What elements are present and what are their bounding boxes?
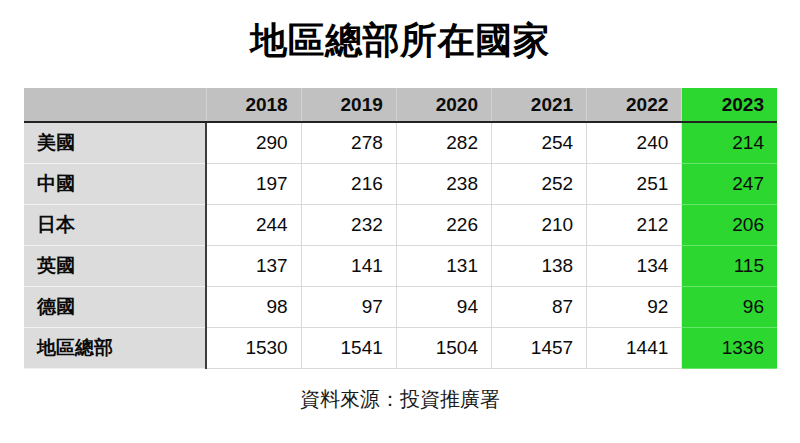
table-row: 日本 244 232 226 210 212 206 xyxy=(24,205,777,246)
table-cell: 197 xyxy=(206,164,301,205)
col-header-2019: 2019 xyxy=(301,88,396,122)
table-cell-highlight: 1336 xyxy=(682,328,777,369)
table-cell: 87 xyxy=(491,287,586,328)
col-header-2021: 2021 xyxy=(491,88,586,122)
row-label-china: 中國 xyxy=(24,164,206,205)
col-header-2023-highlight: 2023 xyxy=(682,88,777,122)
row-label-total: 地區總部 xyxy=(24,328,206,369)
header-row: 2018 2019 2020 2021 2022 2023 xyxy=(24,88,777,122)
table-cell: 278 xyxy=(301,122,396,164)
col-header-2022: 2022 xyxy=(587,88,682,122)
table-cell: 251 xyxy=(587,164,682,205)
table-cell: 134 xyxy=(587,246,682,287)
table-row: 中國 197 216 238 252 251 247 xyxy=(24,164,777,205)
table-cell: 131 xyxy=(396,246,491,287)
table-cell: 216 xyxy=(301,164,396,205)
table-cell: 94 xyxy=(396,287,491,328)
source-note: 資料來源：投資推廣署 xyxy=(0,386,800,413)
table-row: 地區總部 1530 1541 1504 1457 1441 1336 xyxy=(24,328,777,369)
table-cell: 1530 xyxy=(206,328,301,369)
table-cell: 232 xyxy=(301,205,396,246)
table-cell-highlight: 214 xyxy=(682,122,777,164)
table-cell: 290 xyxy=(206,122,301,164)
table-row: 美國 290 278 282 254 240 214 xyxy=(24,122,777,164)
table-cell-highlight: 247 xyxy=(682,164,777,205)
table-cell: 97 xyxy=(301,287,396,328)
row-label-germany: 德國 xyxy=(24,287,206,328)
table-cell: 1504 xyxy=(396,328,491,369)
col-header-2020: 2020 xyxy=(396,88,491,122)
table-cell: 1441 xyxy=(587,328,682,369)
page-title: 地區總部所在國家 xyxy=(0,0,800,66)
table-cell: 212 xyxy=(587,205,682,246)
col-header-2018: 2018 xyxy=(206,88,301,122)
table-cell: 92 xyxy=(587,287,682,328)
table-cell: 138 xyxy=(491,246,586,287)
table-cell: 226 xyxy=(396,205,491,246)
table-cell: 282 xyxy=(396,122,491,164)
table-cell-highlight: 206 xyxy=(682,205,777,246)
table-row: 英國 137 141 131 138 134 115 xyxy=(24,246,777,287)
table-cell: 141 xyxy=(301,246,396,287)
table-cell: 210 xyxy=(491,205,586,246)
table-cell: 254 xyxy=(491,122,586,164)
table-cell: 240 xyxy=(587,122,682,164)
table-cell-highlight: 96 xyxy=(682,287,777,328)
table-row: 德國 98 97 94 87 92 96 xyxy=(24,287,777,328)
table-cell: 252 xyxy=(491,164,586,205)
regional-hq-table: 2018 2019 2020 2021 2022 2023 美國 290 278… xyxy=(24,88,777,369)
table-cell: 1541 xyxy=(301,328,396,369)
row-label-japan: 日本 xyxy=(24,205,206,246)
row-label-uk: 英國 xyxy=(24,246,206,287)
table-cell: 238 xyxy=(396,164,491,205)
table-cell-highlight: 115 xyxy=(682,246,777,287)
table-cell: 244 xyxy=(206,205,301,246)
row-label-us: 美國 xyxy=(24,122,206,164)
table-cell: 137 xyxy=(206,246,301,287)
col-header-blank xyxy=(24,88,206,122)
table-cell: 98 xyxy=(206,287,301,328)
table-cell: 1457 xyxy=(491,328,586,369)
